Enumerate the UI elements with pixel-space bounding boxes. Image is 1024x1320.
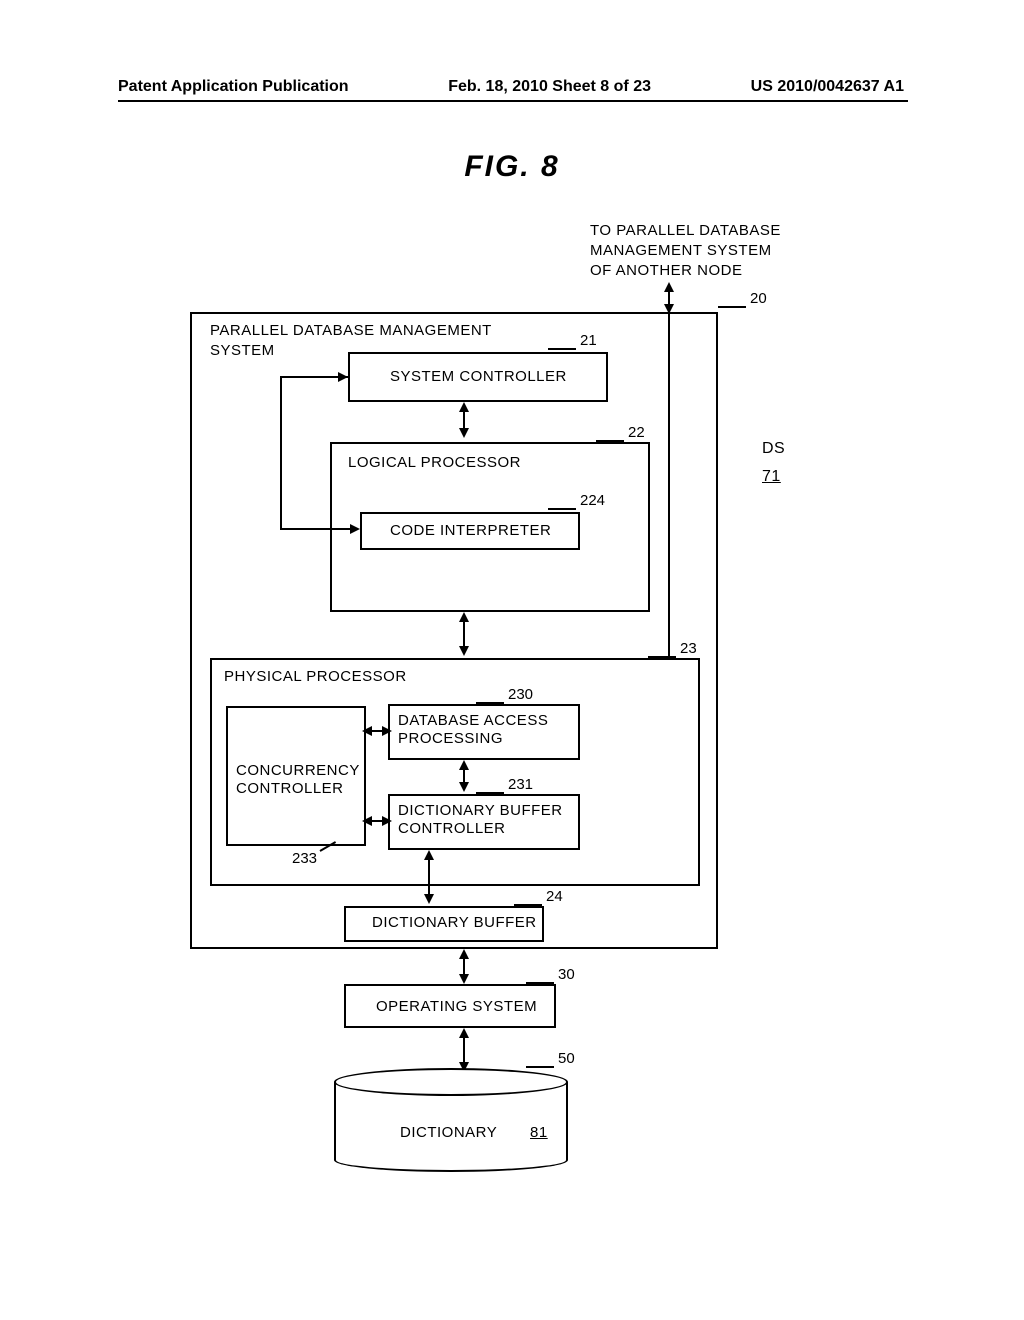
cc-dbc-left bbox=[362, 816, 372, 826]
lp-label: LOGICAL PROCESSOR bbox=[348, 454, 521, 471]
arrow-out-os-down bbox=[459, 974, 469, 984]
pp-label: PHYSICAL PROCESSOR bbox=[224, 668, 407, 685]
ci-label: CODE INTERPRETER bbox=[390, 522, 551, 539]
dap-dbc-down bbox=[459, 782, 469, 792]
header-left: Patent Application Publication bbox=[118, 78, 349, 96]
feedback-v bbox=[280, 376, 282, 530]
arrow-pp-db-line bbox=[428, 858, 430, 898]
arrow-out-os-up bbox=[459, 949, 469, 959]
header-right: US 2010/0042637 A1 bbox=[751, 78, 904, 96]
cc-dap-right bbox=[382, 726, 392, 736]
ds-label: DS bbox=[762, 440, 785, 458]
dict-outer-leader bbox=[526, 1066, 554, 1068]
page-header: Patent Application Publication Feb. 18, … bbox=[0, 78, 1024, 96]
db-ref: 24 bbox=[546, 888, 563, 905]
feedback-h2 bbox=[280, 528, 352, 530]
sys-ctrl-leader bbox=[548, 348, 576, 350]
cc-dap-left bbox=[362, 726, 372, 736]
pp-ref: 23 bbox=[680, 640, 697, 657]
ds-ref: 71 bbox=[762, 468, 781, 486]
outer-title-1: PARALLEL DATABASE MANAGEMENT bbox=[210, 322, 492, 339]
top-note-line1: TO PARALLEL DATABASE bbox=[590, 222, 781, 239]
conc-l2: CONTROLLER bbox=[236, 780, 344, 797]
top-note-line2: MANAGEMENT SYSTEM bbox=[590, 242, 772, 259]
ci-leader bbox=[548, 508, 576, 510]
conc-ref: 233 bbox=[292, 850, 317, 867]
dbc-l1: DICTIONARY BUFFER bbox=[398, 802, 563, 819]
dap-dbc-up bbox=[459, 760, 469, 770]
top-note-line3: OF ANOTHER NODE bbox=[590, 262, 743, 279]
arrow-pp-db-up bbox=[424, 850, 434, 860]
sys-ctrl-ref: 21 bbox=[580, 332, 597, 349]
dap-ref: 230 bbox=[508, 686, 533, 703]
dap-l2: PROCESSING bbox=[398, 730, 503, 747]
arrow-to-another-node-up bbox=[664, 282, 674, 292]
conc-l1: CONCURRENCY bbox=[236, 762, 360, 779]
os-ref: 30 bbox=[558, 966, 575, 983]
outer-ref: 20 bbox=[750, 290, 767, 307]
dbc-l2: CONTROLLER bbox=[398, 820, 506, 837]
outer-title-2: SYSTEM bbox=[210, 342, 275, 359]
feedback-arrow-top bbox=[338, 372, 348, 382]
arrow-sc-lp-down bbox=[459, 428, 469, 438]
figure-title: FIG. 8 bbox=[0, 150, 1024, 184]
dict-inner-ref: 81 bbox=[530, 1124, 548, 1141]
lp-ref: 22 bbox=[628, 424, 645, 441]
dict-outer-ref: 50 bbox=[558, 1050, 575, 1067]
header-rule bbox=[118, 100, 908, 102]
ci-ref: 224 bbox=[580, 492, 605, 509]
dictionary-cylinder-top bbox=[334, 1068, 568, 1096]
arrow-sc-lp-up bbox=[459, 402, 469, 412]
dap-l1: DATABASE ACCESS bbox=[398, 712, 548, 729]
arrow-pp-db-down bbox=[424, 894, 434, 904]
os-label: OPERATING SYSTEM bbox=[376, 998, 537, 1015]
sys-ctrl-label: SYSTEM CONTROLLER bbox=[390, 368, 567, 385]
arrow-lp-pp-up bbox=[459, 612, 469, 622]
dbc-ref: 231 bbox=[508, 776, 533, 793]
page-root: Patent Application Publication Feb. 18, … bbox=[0, 0, 1024, 1320]
db-label: DICTIONARY BUFFER bbox=[372, 914, 537, 931]
cc-dbc-right bbox=[382, 816, 392, 826]
inner-right-vline bbox=[668, 312, 670, 658]
header-center: Feb. 18, 2010 Sheet 8 of 23 bbox=[448, 78, 651, 96]
outer-ref-leader bbox=[718, 306, 746, 308]
dict-label: DICTIONARY bbox=[400, 1124, 497, 1141]
arrow-lp-pp-down bbox=[459, 646, 469, 656]
feedback-arrow bbox=[350, 524, 360, 534]
arrow-os-dict-up bbox=[459, 1028, 469, 1038]
